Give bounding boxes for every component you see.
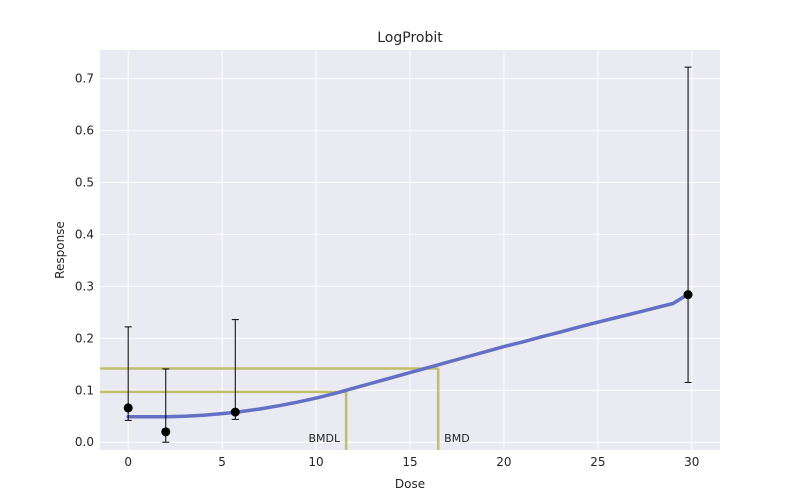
y-tick-label: 0.4 bbox=[75, 227, 94, 241]
x-tick-label: 10 bbox=[308, 455, 323, 469]
y-tick-label: 0.3 bbox=[75, 279, 94, 293]
observed-points bbox=[123, 290, 693, 437]
y-tick-label: 0.7 bbox=[75, 72, 94, 86]
bmd-label: BMD bbox=[444, 432, 470, 445]
data-point bbox=[230, 407, 240, 417]
chart-title: LogProbit bbox=[377, 30, 443, 46]
x-tick-label: 0 bbox=[124, 455, 132, 469]
y-tick-label: 0.1 bbox=[75, 383, 94, 397]
data-point bbox=[123, 403, 133, 413]
x-tick-label: 20 bbox=[496, 455, 511, 469]
x-tick-label: 5 bbox=[218, 455, 226, 469]
bmd-guide-lines bbox=[100, 367, 440, 450]
y-tick-label: 0.2 bbox=[75, 331, 94, 345]
y-tick-label: 0.5 bbox=[75, 175, 94, 189]
gridlines bbox=[100, 50, 720, 450]
x-axis-label: Dose bbox=[395, 477, 425, 491]
x-tick-label: 25 bbox=[590, 455, 605, 469]
x-tick-labels: 0 5 10 15 20 25 30 bbox=[124, 455, 699, 469]
data-point bbox=[161, 427, 171, 437]
bmdl-label: BMDL bbox=[308, 432, 341, 445]
x-tick-label: 15 bbox=[402, 455, 417, 469]
y-tick-label: 0.6 bbox=[75, 124, 94, 138]
fitted-curve-layer bbox=[126, 292, 690, 419]
x-tick-label: 30 bbox=[684, 455, 699, 469]
fitted-curve bbox=[126, 292, 690, 419]
y-tick-label: 0.0 bbox=[75, 435, 94, 449]
y-axis-label: Response bbox=[53, 221, 67, 279]
data-point bbox=[683, 290, 693, 300]
y-tick-labels: 0.0 0.1 0.2 0.3 0.4 0.5 0.6 0.7 bbox=[75, 72, 94, 450]
